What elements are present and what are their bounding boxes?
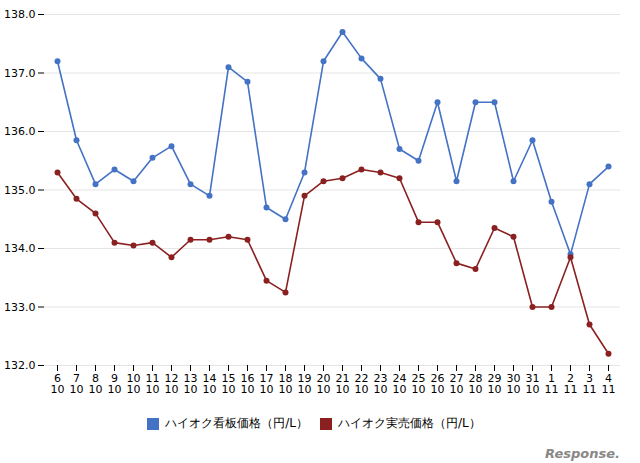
svg-text:211: 211 (564, 372, 578, 396)
svg-text:2210: 2210 (355, 372, 369, 396)
svg-text:134.0: 134.0 (4, 242, 36, 255)
svg-text:1610: 1610 (241, 372, 255, 396)
svg-text:1210: 1210 (165, 372, 179, 396)
svg-text:1710: 1710 (260, 372, 274, 396)
svg-text:1310: 1310 (184, 372, 198, 396)
svg-text:137.0: 137.0 (4, 67, 36, 80)
svg-text:133.0: 133.0 (4, 301, 36, 314)
svg-text:2910: 2910 (488, 372, 502, 396)
svg-text:810: 810 (89, 372, 103, 396)
svg-text:1810: 1810 (279, 372, 293, 396)
svg-text:710: 710 (70, 372, 84, 396)
svg-text:2710: 2710 (450, 372, 464, 396)
svg-text:2010: 2010 (317, 372, 331, 396)
svg-text:138.0: 138.0 (4, 8, 36, 21)
svg-text:135.0: 135.0 (4, 184, 36, 197)
svg-text:136.0: 136.0 (4, 125, 36, 138)
svg-text:910: 910 (108, 372, 122, 396)
svg-text:411: 411 (602, 372, 616, 396)
svg-text:2510: 2510 (412, 372, 426, 396)
svg-text:132.0: 132.0 (4, 359, 36, 372)
svg-text:1510: 1510 (222, 372, 236, 396)
svg-text:2110: 2110 (336, 372, 350, 396)
svg-text:610: 610 (51, 372, 65, 396)
svg-text:2310: 2310 (374, 372, 388, 396)
svg-text:111: 111 (545, 372, 559, 396)
svg-text:311: 311 (583, 372, 597, 396)
html-text:ハイオク実売価格（円/L）: ハイオク実売価格（円/L） (338, 416, 481, 430)
svg-text:2410: 2410 (393, 372, 407, 396)
svg-text:1110: 1110 (146, 372, 160, 396)
svg-text:3110: 3110 (526, 372, 540, 396)
svg-text:1010: 1010 (127, 372, 141, 396)
html-text:Response.: Response. (545, 446, 620, 461)
svg-text:3010: 3010 (507, 372, 521, 396)
svg-text:2610: 2610 (431, 372, 445, 396)
svg-text:1910: 1910 (298, 372, 312, 396)
svg-text:1410: 1410 (203, 372, 217, 396)
html-text:ハイオク看板価格（円/L）: ハイオク看板価格（円/L） (165, 416, 308, 430)
svg-text:2810: 2810 (469, 372, 483, 396)
